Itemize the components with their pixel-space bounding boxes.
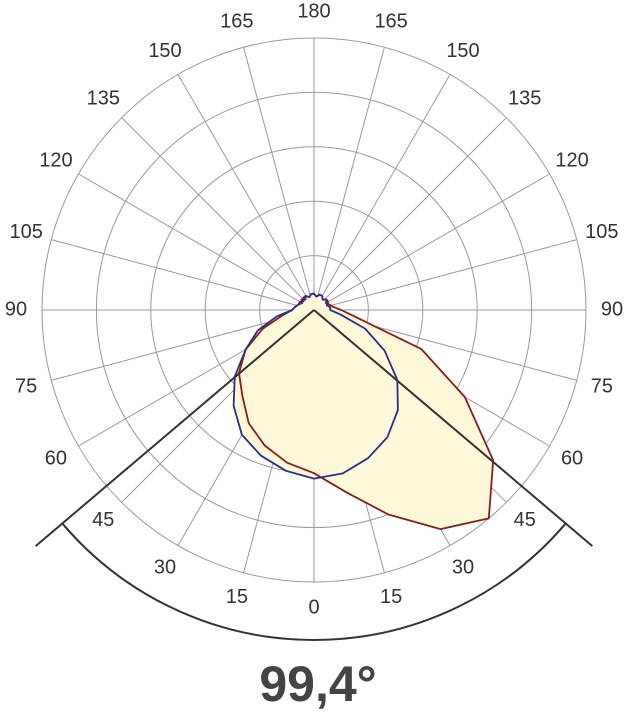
beam-line (34, 309, 315, 547)
theta-tick-label: 150 (148, 40, 181, 62)
grid-line (121, 117, 315, 311)
theta-tick-label: 120 (39, 149, 72, 171)
grid-line (243, 47, 315, 311)
area-fill (233, 293, 398, 479)
grid-line (313, 47, 385, 311)
curve (232, 292, 399, 480)
theta-tick-label: 90 (601, 298, 623, 320)
theta-tick-label: 45 (92, 509, 114, 531)
theta-tick-label: 75 (15, 375, 37, 397)
grid-line (313, 74, 451, 311)
theta-tick-label: 90 (5, 298, 27, 320)
grid-line (313, 117, 507, 311)
beam-angle-label: 99,4° (259, 656, 376, 712)
grid-line (313, 173, 550, 311)
theta-tick-label: 30 (452, 556, 474, 578)
theta-tick-label: 135 (508, 88, 541, 110)
theta-tick-label: 75 (591, 375, 613, 397)
grid-line (51, 239, 315, 311)
theta-tick-label: 120 (555, 149, 588, 171)
beam-line (313, 309, 594, 547)
grid-line (78, 173, 315, 311)
theta-tick-label: 30 (154, 556, 176, 578)
theta-tick-label: 45 (514, 509, 536, 531)
theta-tick-label: 60 (561, 447, 583, 469)
theta-tick-label: 135 (87, 88, 120, 110)
theta-tick-label: 105 (585, 221, 618, 243)
theta-tick-label: 15 (380, 586, 402, 608)
theta-tick-label: 0 (308, 596, 319, 618)
theta-tick-label: 105 (9, 221, 42, 243)
grid-line (177, 74, 315, 311)
theta-tick-label: 60 (45, 447, 67, 469)
theta-tick-label: 15 (226, 586, 248, 608)
theta-tick-label: 180 (297, 0, 330, 22)
theta-tick-label: 150 (446, 40, 479, 62)
theta-tick-label: 165 (374, 10, 407, 32)
theta-tick-label: 165 (220, 10, 253, 32)
grid-line (313, 239, 577, 311)
beam-arc (61, 522, 567, 642)
curve (238, 292, 495, 530)
